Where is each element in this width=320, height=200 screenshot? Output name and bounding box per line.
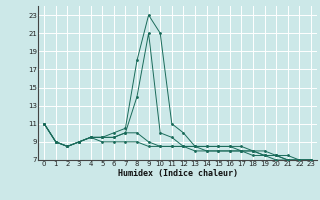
- X-axis label: Humidex (Indice chaleur): Humidex (Indice chaleur): [118, 169, 238, 178]
